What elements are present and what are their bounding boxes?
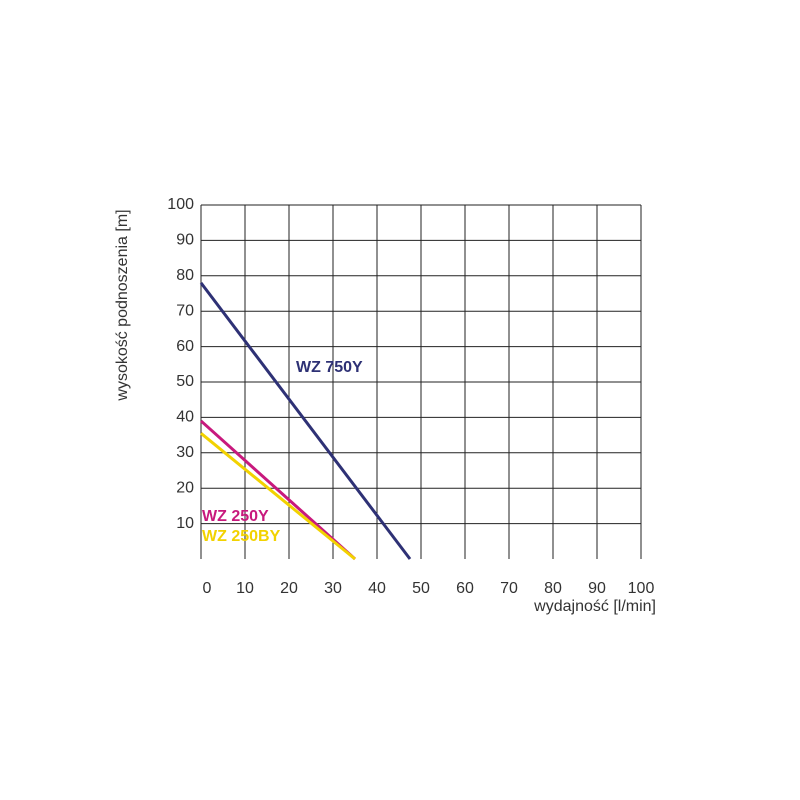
y-tick-label: 50 — [176, 373, 194, 390]
x-tick-label: 50 — [412, 580, 430, 597]
x-tick-label: 20 — [280, 580, 298, 597]
series-label: WZ 750Y — [296, 359, 363, 376]
y-tick-label: 90 — [176, 232, 194, 249]
y-tick-label: 30 — [176, 444, 194, 461]
y-tick-label: 20 — [176, 479, 194, 496]
x-tick-label: 80 — [544, 580, 562, 597]
x-tick-label: 100 — [628, 580, 655, 597]
series-line — [199, 419, 357, 561]
y-tick-label: 80 — [176, 267, 194, 284]
x-tick-label: 0 — [203, 580, 212, 597]
x-tick-label: 90 — [588, 580, 606, 597]
series-line — [200, 432, 356, 561]
y-tick-label: 40 — [176, 409, 194, 426]
x-tick-label: 40 — [368, 580, 386, 597]
x-tick-label: 10 — [236, 580, 254, 597]
x-axis-label: wydajność [l/min] — [533, 598, 656, 615]
x-tick-label: 30 — [324, 580, 342, 597]
series-line — [199, 281, 412, 560]
y-axis-label: wysokość podnoszenia [m] — [114, 209, 131, 401]
y-tick-label: 10 — [176, 515, 194, 532]
series-label: WZ 250Y — [202, 508, 269, 525]
series-label: WZ 250BY — [202, 528, 281, 545]
x-tick-label: 70 — [500, 580, 518, 597]
y-tick-label: 100 — [167, 196, 194, 213]
y-tick-label: 60 — [176, 338, 194, 355]
y-tick-label: 70 — [176, 302, 194, 319]
x-tick-label: 60 — [456, 580, 474, 597]
